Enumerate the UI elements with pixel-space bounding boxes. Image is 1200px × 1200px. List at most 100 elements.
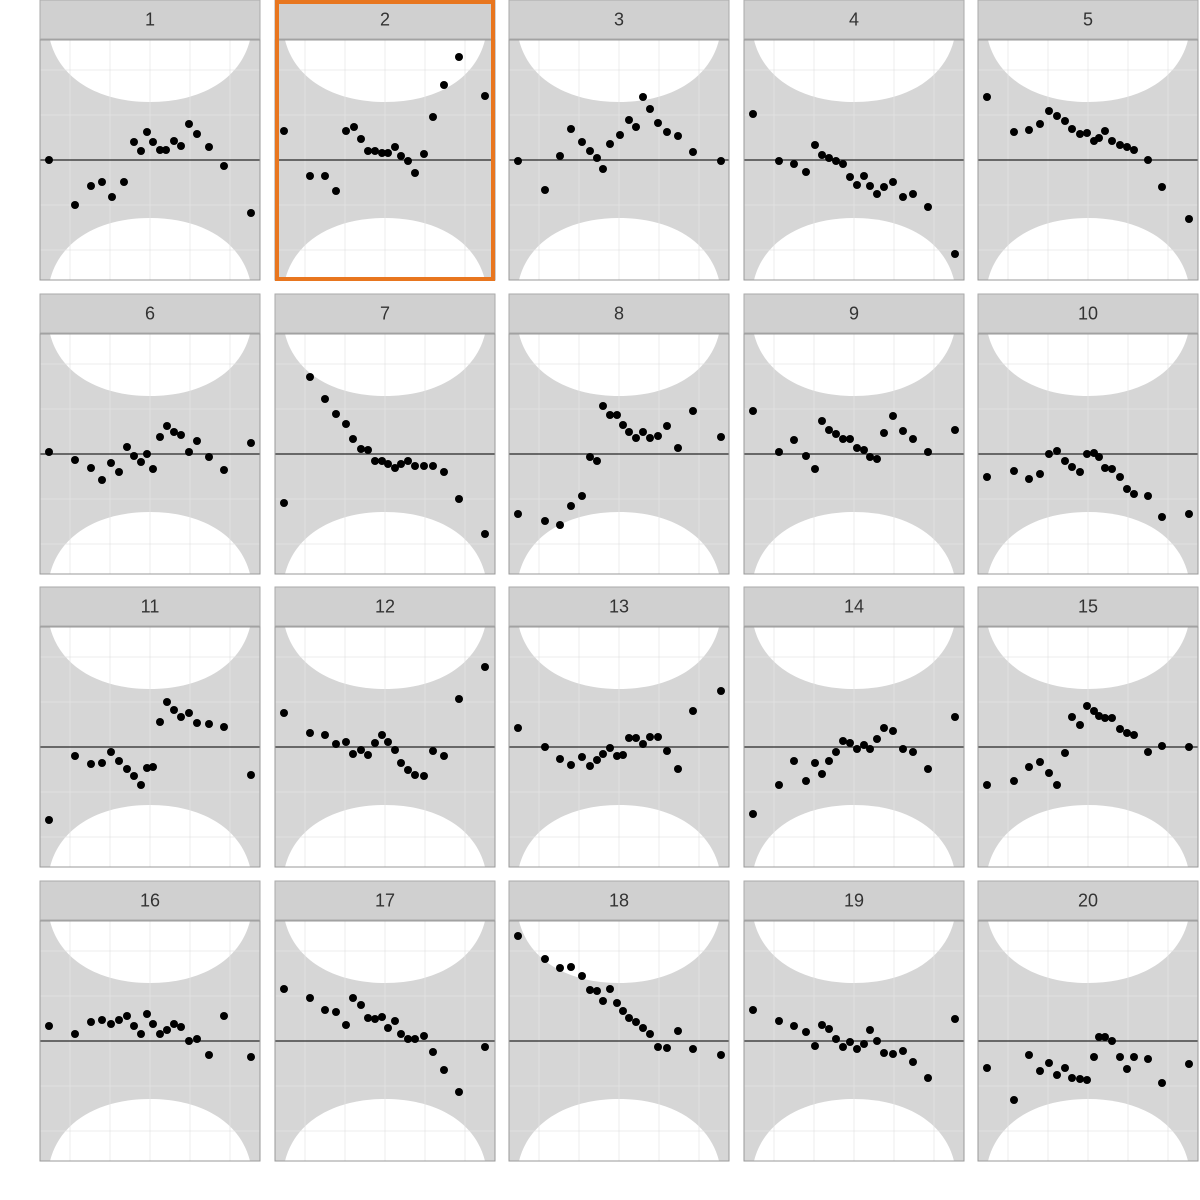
point	[889, 727, 897, 735]
point	[632, 1018, 640, 1026]
panel[interactable]: 4	[743, 0, 965, 281]
point	[613, 752, 621, 760]
point	[397, 759, 405, 767]
point	[364, 751, 372, 759]
panel[interactable]: 3	[508, 0, 730, 281]
point	[749, 1006, 757, 1014]
point	[802, 168, 810, 176]
panel-border	[508, 39, 730, 281]
point	[802, 777, 810, 785]
panel[interactable]: 6	[39, 293, 261, 575]
selection-highlight	[275, 0, 495, 281]
panel-title: 5	[1083, 9, 1093, 29]
point	[924, 765, 932, 773]
panel[interactable]: 14	[743, 586, 965, 868]
point	[567, 963, 575, 971]
point	[170, 137, 178, 145]
panel[interactable]: 10	[977, 293, 1199, 575]
point	[717, 433, 725, 441]
point	[632, 734, 640, 742]
panel[interactable]: 17	[274, 880, 496, 1162]
point	[866, 1026, 874, 1034]
panel[interactable]: 9	[743, 293, 965, 575]
panel[interactable]: 16	[39, 880, 261, 1162]
panel[interactable]: 13	[508, 586, 730, 868]
strip	[39, 293, 261, 334]
point	[514, 510, 522, 518]
point	[332, 410, 340, 418]
point	[332, 187, 340, 195]
panel[interactable]: 8	[508, 293, 730, 575]
point	[514, 932, 522, 940]
strip	[743, 586, 965, 627]
panel-border	[508, 626, 730, 868]
point	[825, 757, 833, 765]
point	[170, 706, 178, 714]
point	[156, 433, 164, 441]
point	[556, 152, 564, 160]
point	[832, 1035, 840, 1043]
panel[interactable]: 18	[508, 880, 730, 1162]
panel[interactable]: 7	[274, 293, 496, 575]
point	[846, 173, 854, 181]
point	[674, 444, 682, 452]
point	[825, 1025, 833, 1033]
panel-title: 1	[145, 9, 155, 29]
panel[interactable]: 15	[977, 586, 1199, 868]
point	[1185, 1060, 1193, 1068]
point	[578, 753, 586, 761]
point	[107, 459, 115, 467]
panel[interactable]: 20	[977, 880, 1199, 1162]
panel[interactable]: 1	[39, 0, 261, 281]
point	[556, 521, 564, 529]
panel[interactable]: 5	[977, 0, 1199, 281]
point	[411, 771, 419, 779]
point	[440, 81, 448, 89]
point	[593, 987, 601, 995]
point	[163, 1026, 171, 1034]
point	[593, 154, 601, 162]
point	[606, 985, 614, 993]
point	[899, 1047, 907, 1055]
point	[193, 719, 201, 727]
point	[349, 750, 357, 758]
point	[306, 994, 314, 1002]
point	[586, 453, 594, 461]
point	[909, 435, 917, 443]
point	[599, 402, 607, 410]
point	[924, 1074, 932, 1082]
point	[674, 1027, 682, 1035]
point	[1053, 447, 1061, 455]
point	[1108, 1037, 1116, 1045]
panel[interactable]: 11	[39, 586, 261, 868]
point	[909, 748, 917, 756]
point	[247, 209, 255, 217]
point	[349, 435, 357, 443]
point	[924, 203, 932, 211]
point	[306, 373, 314, 381]
point	[839, 435, 847, 443]
panel[interactable]: 12	[274, 586, 496, 868]
point	[775, 781, 783, 789]
panel[interactable]: 2	[274, 0, 496, 281]
strip	[274, 293, 496, 334]
point	[384, 1024, 392, 1032]
point	[98, 178, 106, 186]
point	[220, 723, 228, 731]
point	[625, 116, 633, 124]
point	[115, 468, 123, 476]
point	[541, 955, 549, 963]
point	[156, 146, 164, 154]
point	[280, 127, 288, 135]
point	[1025, 763, 1033, 771]
point	[790, 757, 798, 765]
point	[606, 140, 614, 148]
point	[853, 444, 861, 452]
point	[115, 1016, 123, 1024]
point	[983, 473, 991, 481]
point	[889, 178, 897, 186]
point	[156, 718, 164, 726]
panel[interactable]: 19	[743, 880, 965, 1162]
strip	[508, 586, 730, 627]
